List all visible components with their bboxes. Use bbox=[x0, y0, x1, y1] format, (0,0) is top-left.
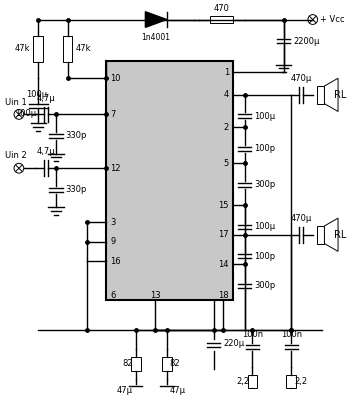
Text: 47k: 47k bbox=[15, 44, 30, 53]
Text: 10: 10 bbox=[110, 74, 121, 83]
Text: 17: 17 bbox=[218, 230, 229, 239]
Text: 2,2: 2,2 bbox=[236, 377, 250, 386]
Text: 4: 4 bbox=[224, 90, 229, 99]
Text: 18: 18 bbox=[218, 291, 229, 300]
Text: 100p: 100p bbox=[254, 252, 275, 261]
Text: 2200μ: 2200μ bbox=[293, 36, 320, 46]
Text: 1n4001: 1n4001 bbox=[142, 33, 170, 42]
Text: RL: RL bbox=[334, 90, 346, 100]
Text: 16: 16 bbox=[110, 257, 121, 266]
Text: 14: 14 bbox=[218, 260, 229, 268]
Bar bbox=[317, 226, 324, 244]
Text: 100n: 100n bbox=[281, 330, 302, 339]
Text: 100p: 100p bbox=[254, 144, 275, 153]
Text: 3: 3 bbox=[110, 217, 116, 227]
Bar bbox=[131, 357, 141, 371]
Bar bbox=[317, 86, 324, 104]
Text: Uin 2: Uin 2 bbox=[5, 151, 27, 160]
Bar bbox=[247, 375, 257, 388]
Text: 7: 7 bbox=[110, 110, 116, 119]
Text: 100n: 100n bbox=[242, 330, 263, 339]
Text: 6: 6 bbox=[110, 291, 116, 300]
Bar bbox=[63, 36, 72, 62]
Text: 470: 470 bbox=[214, 4, 230, 13]
Text: 47μ: 47μ bbox=[117, 386, 133, 395]
Text: 47μ: 47μ bbox=[170, 386, 186, 395]
Polygon shape bbox=[324, 218, 338, 251]
Text: 82: 82 bbox=[122, 360, 133, 368]
Bar bbox=[34, 36, 43, 62]
Text: 5: 5 bbox=[224, 159, 229, 168]
Text: 220μ: 220μ bbox=[223, 339, 244, 348]
Text: 100μ: 100μ bbox=[26, 90, 47, 99]
Text: 1: 1 bbox=[224, 68, 229, 77]
Text: 4,7μ: 4,7μ bbox=[37, 147, 55, 156]
Text: 300p: 300p bbox=[254, 180, 275, 189]
Polygon shape bbox=[145, 12, 167, 27]
Text: + Vcc: + Vcc bbox=[320, 15, 344, 24]
Text: 2,2: 2,2 bbox=[294, 377, 307, 386]
Text: 12: 12 bbox=[110, 164, 121, 173]
Text: 470μ: 470μ bbox=[290, 74, 312, 83]
Text: 9: 9 bbox=[110, 237, 116, 246]
Text: 100μ: 100μ bbox=[254, 223, 275, 231]
Bar bbox=[210, 15, 233, 23]
Polygon shape bbox=[324, 78, 338, 112]
Text: 100μ: 100μ bbox=[254, 112, 275, 121]
Text: 4,7μ: 4,7μ bbox=[37, 94, 55, 103]
Text: Uin 1: Uin 1 bbox=[5, 97, 27, 107]
Text: 82: 82 bbox=[170, 360, 180, 368]
Bar bbox=[162, 357, 172, 371]
Text: 330p: 330p bbox=[65, 131, 87, 141]
Text: 15: 15 bbox=[218, 201, 229, 210]
Text: 330p: 330p bbox=[65, 185, 87, 194]
Text: 47k: 47k bbox=[75, 44, 91, 53]
Text: 2: 2 bbox=[224, 123, 229, 131]
Text: 300p: 300p bbox=[254, 281, 275, 290]
Text: RL: RL bbox=[334, 230, 346, 240]
Text: 470μ: 470μ bbox=[290, 214, 312, 223]
Text: 100μ: 100μ bbox=[15, 109, 36, 118]
Bar bbox=[287, 375, 296, 388]
Bar bbox=[106, 61, 233, 300]
Text: 13: 13 bbox=[150, 291, 160, 300]
